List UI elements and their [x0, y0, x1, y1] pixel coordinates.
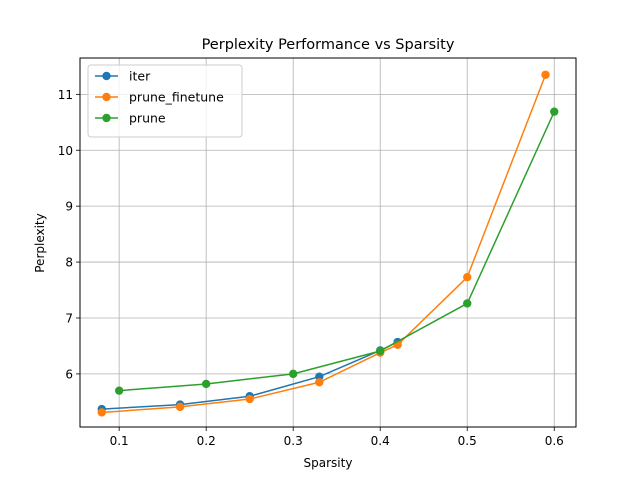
x-tick-label: 0.4 [371, 434, 390, 448]
x-tick-label: 0.3 [284, 434, 303, 448]
series-group [97, 70, 559, 417]
y-tick-label: 6 [65, 367, 73, 381]
y-tick-label: 10 [58, 144, 73, 158]
data-point [376, 346, 385, 356]
data-point [463, 272, 472, 282]
x-tick-label: 0.1 [110, 434, 129, 448]
data-point [463, 299, 472, 308]
x-axis-title: Sparsity [304, 456, 353, 470]
data-point [114, 386, 124, 395]
axis-ticks: 0.1 0.2 0.3 0.4 0.5 0.6 6 7 8 9 10 11 [58, 88, 564, 448]
plot-frame [79, 57, 577, 428]
legend-label: prune_finetune [129, 90, 224, 105]
y-tick-label: 9 [65, 200, 73, 214]
series-line [119, 111, 555, 392]
legend-marker [102, 71, 111, 81]
legend-marker [102, 92, 111, 102]
legend-item: iter [95, 69, 151, 84]
y-tick-label: 7 [65, 311, 73, 325]
grid [80, 58, 576, 427]
data-point [541, 70, 550, 79]
data-point [550, 107, 559, 116]
y-tick-label: 11 [58, 88, 73, 102]
x-tick-label: 0.6 [545, 434, 564, 448]
data-point [315, 378, 324, 387]
data-point [201, 379, 211, 389]
series-prune_finetune [97, 70, 550, 417]
data-point [97, 408, 106, 417]
legend-item: prune_finetune [95, 90, 224, 105]
legend-item: prune [95, 111, 166, 126]
x-tick-label: 0.2 [197, 434, 216, 448]
series-line [101, 74, 547, 414]
chart-title: Perplexity Performance vs Sparsity [202, 37, 455, 53]
data-point [245, 394, 254, 404]
legend-frame [87, 64, 243, 138]
series-prune [114, 107, 559, 395]
legend-label: iter [129, 69, 151, 84]
data-point [288, 369, 298, 379]
y-axis-title: Perplexity [33, 213, 47, 273]
y-tick-label: 8 [65, 256, 73, 270]
x-tick-label: 0.5 [458, 434, 477, 448]
legend-marker [102, 113, 111, 123]
data-point [175, 402, 185, 412]
legend-label: prune [129, 111, 166, 126]
